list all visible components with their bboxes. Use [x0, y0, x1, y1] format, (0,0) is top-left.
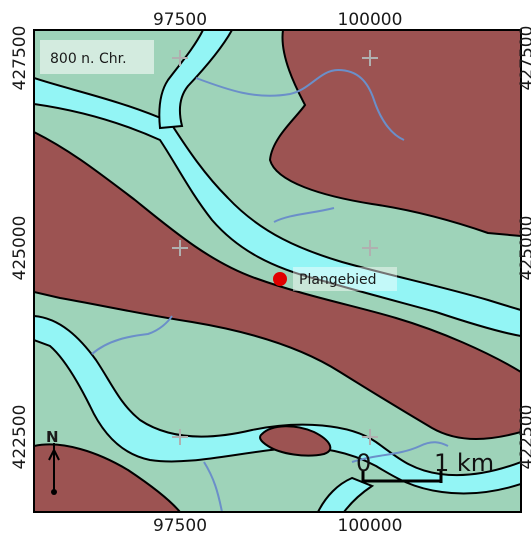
grid-crosses	[172, 50, 378, 445]
grid-cross	[172, 429, 188, 445]
era-label-box	[40, 40, 154, 74]
map-frame	[33, 29, 522, 513]
grid-cross	[172, 240, 188, 256]
north-arrow-head	[48, 449, 60, 461]
era-label: 800 n. Chr.	[50, 51, 127, 67]
y-tick-left-425000: 425000	[10, 216, 30, 281]
floodbasin-island	[259, 425, 332, 457]
scale-bar: 0 1 km	[356, 449, 494, 483]
north-arrow: N	[46, 428, 60, 495]
north-arrow-base	[51, 489, 57, 495]
y-tick-right-422500: 422500	[517, 405, 531, 470]
channel-main	[34, 76, 521, 338]
floodbasin-top-right	[268, 30, 521, 238]
site-label: Plangebied	[299, 272, 377, 288]
stream-network	[91, 68, 449, 512]
y-tick-left-422500: 422500	[10, 405, 30, 470]
y-tick-left-427500: 427500	[10, 26, 30, 91]
scale-unit-label: 1 km	[434, 449, 494, 477]
y-tick-right-425000: 425000	[517, 216, 531, 281]
channel-bottom-outlet	[316, 476, 375, 512]
floodbasin-bottom-left	[34, 443, 182, 512]
stream-central	[273, 207, 335, 223]
grid-cross	[362, 429, 378, 445]
x-tick-top-97500: 97500	[153, 10, 207, 30]
site-label-box	[293, 267, 397, 291]
grid-cross	[172, 50, 188, 66]
scale-zero-label: 0	[356, 449, 371, 477]
stream-west	[91, 315, 173, 355]
grid-cross	[362, 50, 378, 66]
channel-upper-branch	[158, 30, 234, 130]
stream-northeast	[195, 68, 405, 141]
x-tick-bottom-100000: 100000	[338, 516, 403, 536]
x-tick-bottom-97500: 97500	[153, 516, 207, 536]
channel-lower	[34, 314, 521, 495]
stream-south	[203, 461, 223, 512]
north-label: N	[46, 428, 59, 446]
stream-southeast	[351, 441, 449, 463]
site-marker	[273, 272, 287, 286]
grid-cross	[362, 240, 378, 256]
y-tick-right-427500: 427500	[517, 26, 531, 91]
x-tick-top-100000: 100000	[338, 10, 403, 30]
